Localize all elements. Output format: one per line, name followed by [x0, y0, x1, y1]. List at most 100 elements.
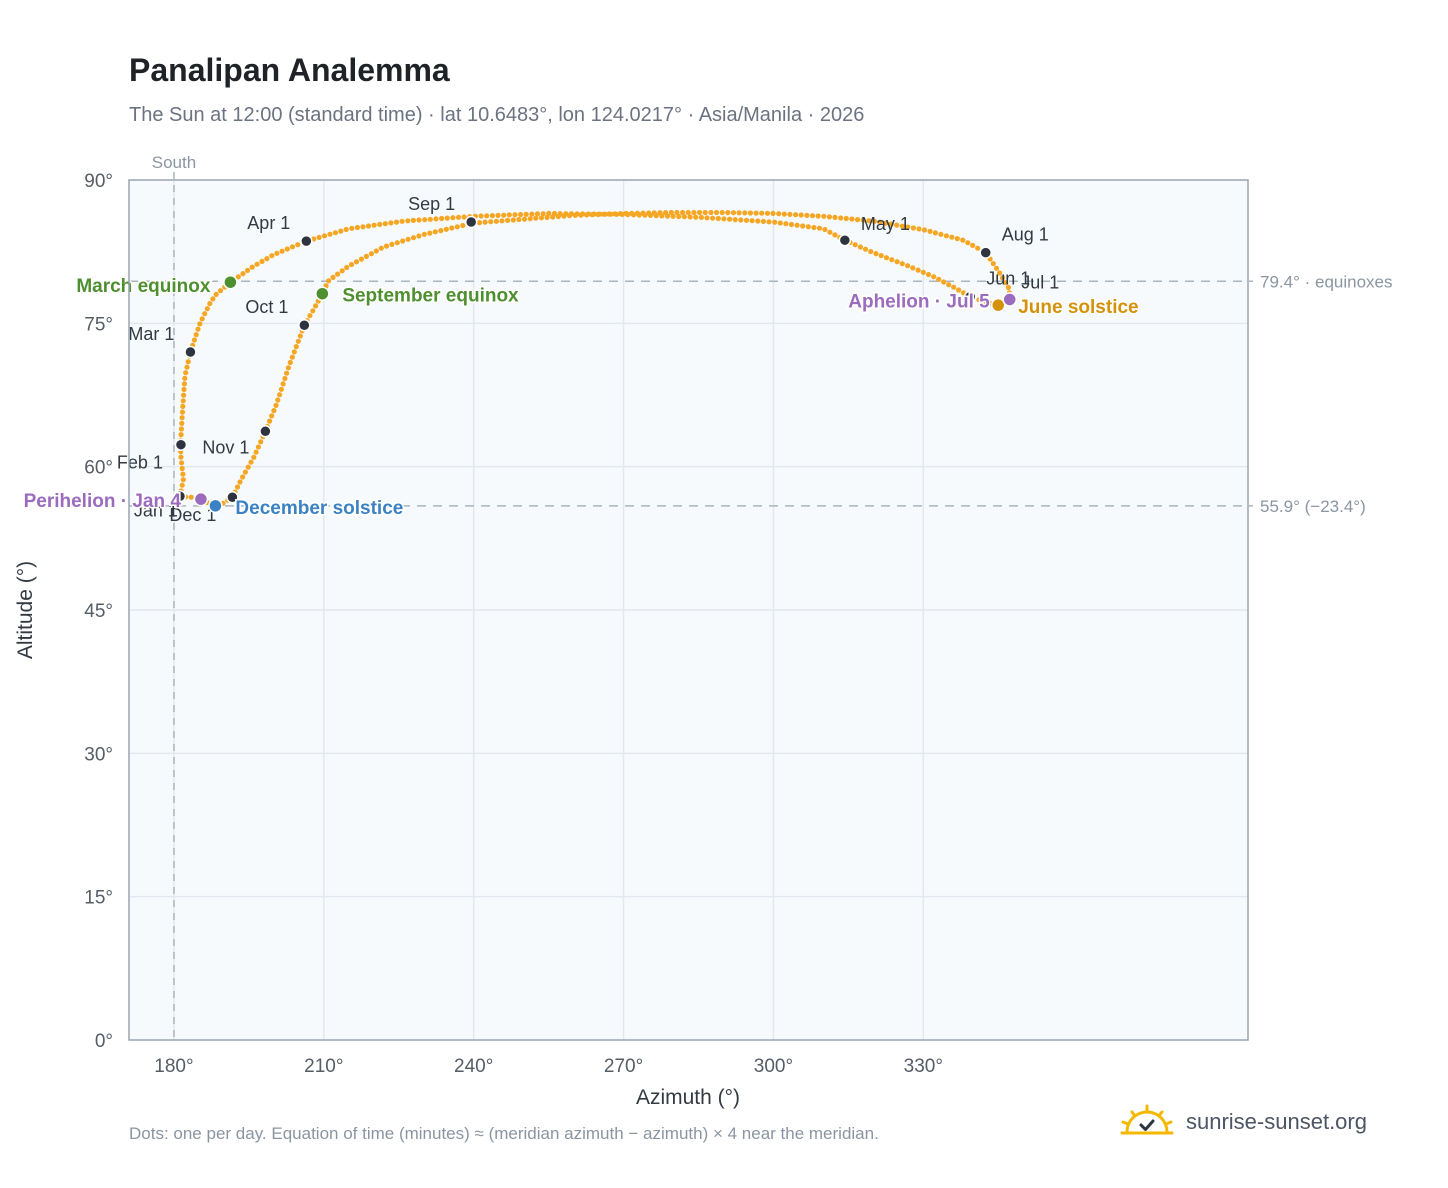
daily-sun-dot: [258, 439, 264, 445]
daily-sun-dot: [800, 223, 806, 229]
daily-sun-dot: [360, 224, 366, 230]
daily-sun-dot: [416, 217, 422, 223]
daily-sun-dot: [274, 250, 280, 256]
daily-sun-dot: [248, 459, 254, 465]
daily-sun-dot: [179, 409, 186, 415]
south-label: South: [152, 153, 196, 172]
daily-sun-dot: [521, 216, 528, 222]
daily-sun-dot: [421, 231, 427, 237]
daily-sun-dot: [715, 215, 721, 222]
daily-sun-dot: [330, 274, 336, 280]
daily-sun-dot: [255, 444, 261, 450]
daily-sun-dot: [264, 256, 270, 262]
month-label: Aug 1: [1002, 225, 1049, 245]
daily-sun-dot: [267, 418, 273, 424]
daily-sun-dot: [956, 287, 962, 293]
daily-sun-dot: [567, 213, 573, 219]
daily-sun-dot: [371, 222, 377, 228]
daily-sun-dot: [742, 210, 748, 216]
grid-lines: [129, 180, 1248, 1040]
month-point: [979, 246, 992, 259]
daily-sun-dot: [921, 227, 928, 233]
daily-sun-dot: [681, 214, 688, 220]
daily-sun-dot: [970, 242, 976, 248]
daily-sun-dot: [338, 228, 344, 234]
daily-sun-dot: [181, 381, 187, 387]
daily-sun-dot: [951, 284, 957, 290]
x-tick-label: 240°: [454, 1056, 493, 1077]
event-markers: March equinox September equinox June solst…: [22, 274, 1140, 521]
reference-lines: South 79.4° · equinoxes 55.9° (−23.4°): [129, 153, 1393, 1040]
daily-sun-dot: [307, 313, 313, 319]
daily-sun-dot: [727, 216, 733, 222]
daily-sun-dot: [646, 210, 652, 216]
daily-sun-dot: [432, 229, 438, 235]
daily-sun-dot: [279, 248, 285, 254]
daily-sun-dot: [235, 274, 241, 280]
daily-sun-dot: [180, 477, 186, 483]
daily-sun-dot: [561, 213, 567, 219]
daily-sun-dot: [191, 337, 197, 343]
daily-sun-dot: [889, 257, 895, 263]
daily-sun-dot: [783, 221, 789, 227]
daily-sun-dot: [204, 306, 210, 312]
daily-sun-dot: [291, 349, 297, 355]
daily-sun-dot: [873, 251, 879, 257]
daily-sun-dot: [915, 267, 921, 273]
daily-sun-dot: [394, 240, 400, 246]
daily-sun-dot: [476, 220, 483, 226]
daily-sun-dot: [193, 332, 199, 338]
daily-sun-dot: [182, 375, 188, 381]
daily-sun-dot: [240, 474, 246, 480]
daily-sun-dot: [207, 301, 213, 307]
daily-sun-dot: [572, 212, 578, 218]
daily-sun-dot: [180, 403, 186, 409]
month-label: Jul 1: [1021, 272, 1059, 292]
daily-sun-dot: [237, 479, 243, 485]
daily-sun-dot: [862, 246, 869, 252]
y-tick-label: 75°: [84, 314, 113, 335]
brand[interactable]: sunrise-sunset.org: [1120, 1104, 1367, 1140]
daily-sun-dot: [240, 271, 246, 277]
y-tick-label: 60°: [84, 458, 113, 479]
daily-sun-dot: [179, 420, 185, 426]
daily-sun-dot: [289, 244, 296, 250]
daily-sun-dot: [444, 215, 450, 221]
daily-sun-dot: [849, 216, 855, 222]
daily-sun-dot: [777, 220, 783, 226]
reference-line-label: 79.4° · equinoxes: [1260, 272, 1393, 291]
daily-sun-dot: [313, 303, 319, 309]
daily-sun-dot: [925, 271, 932, 278]
daily-sun-dot: [460, 222, 466, 229]
daily-sun-dot: [245, 267, 251, 273]
daily-sun-dot: [755, 218, 761, 224]
daily-sun-dot: [242, 469, 248, 475]
daily-sun-dot: [461, 214, 467, 220]
daily-sun-dot: [443, 226, 449, 232]
daily-sun-dot: [843, 215, 849, 222]
daily-sun-dot: [489, 213, 495, 219]
daily-sun-dot: [185, 359, 191, 365]
daily-sun-dot: [295, 338, 301, 344]
daily-sun-dot: [197, 321, 203, 327]
event-label: Aphelion · Jul 5: [848, 291, 990, 312]
daily-sun-dot: [772, 219, 778, 225]
x-tick-label: 330°: [904, 1056, 943, 1077]
daily-sun-dot: [766, 219, 772, 225]
daily-sun-dot: [499, 218, 505, 224]
daily-sun-dot: [871, 218, 878, 224]
daily-sun-dot: [811, 224, 817, 231]
daily-sun-dot: [405, 218, 411, 224]
y-tick-label: 45°: [84, 601, 113, 622]
month-point: [184, 345, 197, 359]
daily-sun-dot: [400, 238, 406, 244]
daily-sun-dot: [310, 308, 316, 314]
event-point: [315, 286, 330, 301]
daily-sun-dot: [332, 230, 338, 236]
month-label: Oct 1: [245, 297, 288, 317]
event-point: [223, 274, 238, 290]
daily-sun-dot: [368, 251, 374, 257]
daily-sun-dot: [981, 299, 987, 305]
daily-sun-dot: [422, 217, 428, 223]
daily-sun-dot: [349, 225, 355, 231]
